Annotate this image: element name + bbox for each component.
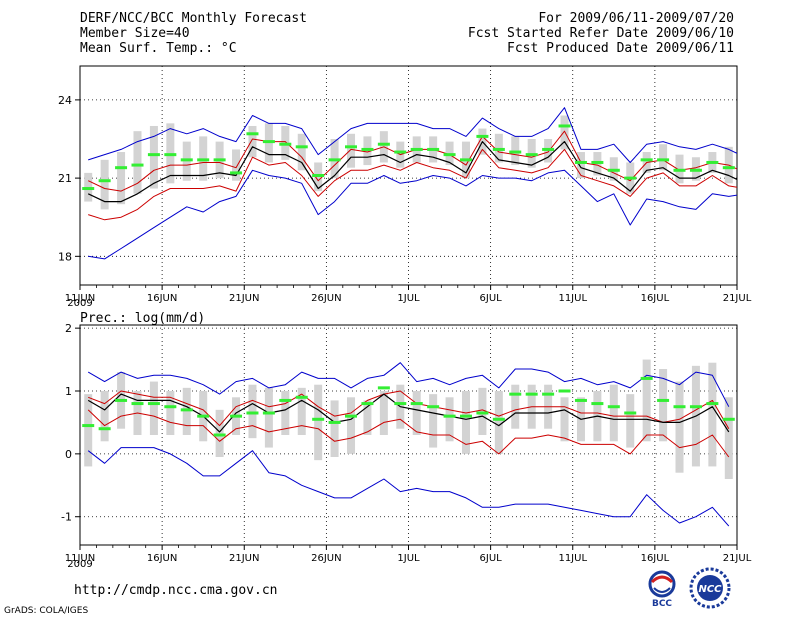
precip-panel-title: Prec.: log(mm/d) [80, 311, 205, 326]
box-bar [412, 391, 421, 435]
year-label: 2009 [67, 298, 92, 309]
x-tick-label: 11JUL [558, 553, 587, 564]
header-start-date: Fcst Started Refer Date 2009/06/10 [467, 26, 734, 41]
box-bar [379, 391, 388, 435]
box-bar [281, 391, 290, 435]
box-bar [363, 400, 372, 435]
box-bar [445, 397, 454, 442]
x-tick-label: 16JUN [147, 553, 177, 564]
box-bar [758, 165, 766, 183]
box-bar [232, 149, 241, 181]
header-variable: Mean Surf. Temp.: °C [80, 41, 237, 56]
chart-panel-1: 18 21 24 11JUN 16JUN 21JUN 26JUN 1JUL 6JUL 11JUL 1… [58, 65, 798, 309]
box-bar [609, 384, 618, 442]
x-tick-label: 26JUN [311, 553, 341, 564]
min-line [87, 447, 730, 527]
box-bar [708, 362, 717, 467]
header-period: For 2009/06/11-2009/07/20 [538, 11, 734, 26]
box-bar [215, 409, 224, 457]
y-tick-label: 1 [65, 385, 72, 398]
box-bar [560, 397, 569, 442]
y-tick-label: -1 [61, 511, 72, 524]
box-bar [741, 155, 749, 189]
header-member-size: Member Size=40 [80, 26, 190, 41]
header-produced-date: Fcst Produced Date 2009/06/11 [507, 41, 734, 56]
svg-text:NCC: NCC [698, 584, 722, 595]
x-tick-label: 6JUL [480, 553, 503, 564]
box-bar [100, 391, 109, 442]
x-tick-label: 16JUN [147, 293, 177, 304]
x-tick-label: 6JUL [480, 293, 503, 304]
box-bar [675, 381, 684, 473]
box-bar [84, 394, 93, 467]
mean-line [87, 393, 730, 433]
max-line [87, 362, 730, 407]
upper-std-line [88, 390, 730, 429]
y-tick-label: 21 [58, 172, 72, 185]
x-tick-label: 16JUL [641, 293, 670, 304]
source-url[interactable]: http://cmdp.ncc.cma.gov.cn [74, 583, 278, 598]
x-tick-label: 1JUL [397, 553, 420, 564]
box-bar [182, 387, 191, 435]
header-title: DERF/NCC/BCC Monthly Forecast [80, 11, 307, 26]
x-tick-label: 1JUL [397, 293, 420, 304]
box-bar [461, 391, 470, 454]
x-tick-label: 11JUN [65, 293, 95, 304]
box-bar [659, 144, 668, 171]
svg-text:BCC: BCC [652, 599, 672, 608]
box-bar [314, 384, 323, 461]
box-bar [429, 394, 438, 448]
box-bar [149, 381, 158, 435]
box-bar [576, 152, 585, 179]
x-tick-label: 26JUN [311, 293, 341, 304]
max-line [88, 107, 737, 163]
chart-panel-2: -1 0 1 2 11JUN 16JUN 21JUN 26JUN 1JUL 6JUL 11JUL 16… [61, 322, 752, 570]
box-bar [347, 133, 356, 168]
box-bar [330, 400, 339, 457]
grads-credit: GrADS: COLA/IGES [4, 606, 89, 616]
box-bar [100, 159, 109, 210]
box-bar [511, 384, 520, 429]
box-bar [248, 384, 257, 439]
year-label: 2009 [67, 559, 92, 570]
box-bar [133, 131, 142, 194]
box-bar [790, 165, 798, 183]
x-tick-label: 11JUN [65, 553, 95, 564]
upper-std-line [87, 130, 737, 192]
y-tick-label: 24 [58, 94, 72, 107]
box-bar [264, 387, 273, 448]
box-bar [248, 125, 257, 158]
x-tick-label: 21JUN [229, 293, 259, 304]
x-tick-label: 11JUL [558, 293, 587, 304]
box-bar [117, 152, 126, 205]
mean-line [87, 141, 737, 203]
y-tick-label: 18 [58, 250, 72, 263]
box-bar [166, 391, 175, 435]
box-bar [297, 387, 306, 435]
box-bar [626, 394, 635, 448]
lower-std-line [87, 409, 730, 458]
box-bar [347, 397, 356, 454]
plot-body [82, 359, 735, 527]
box-bar [478, 387, 487, 435]
x-tick-label: 21JUL [723, 553, 752, 564]
box-bar [642, 359, 651, 442]
box-bar [774, 165, 782, 188]
x-tick-label: 16JUL [641, 553, 670, 564]
box-bar [149, 125, 158, 189]
plot-body [82, 107, 798, 260]
lower-std-line [88, 148, 737, 221]
box-bar [560, 115, 569, 150]
x-tick-label: 21JUN [229, 553, 259, 564]
min-line [88, 169, 737, 260]
y-tick-label: 0 [65, 448, 72, 461]
x-tick-label: 21JUL [723, 293, 752, 304]
y-tick-label: 2 [65, 322, 72, 335]
box-bar [724, 397, 733, 479]
box-bar [297, 133, 306, 171]
box-bar [494, 391, 503, 454]
box-bar [659, 369, 668, 442]
